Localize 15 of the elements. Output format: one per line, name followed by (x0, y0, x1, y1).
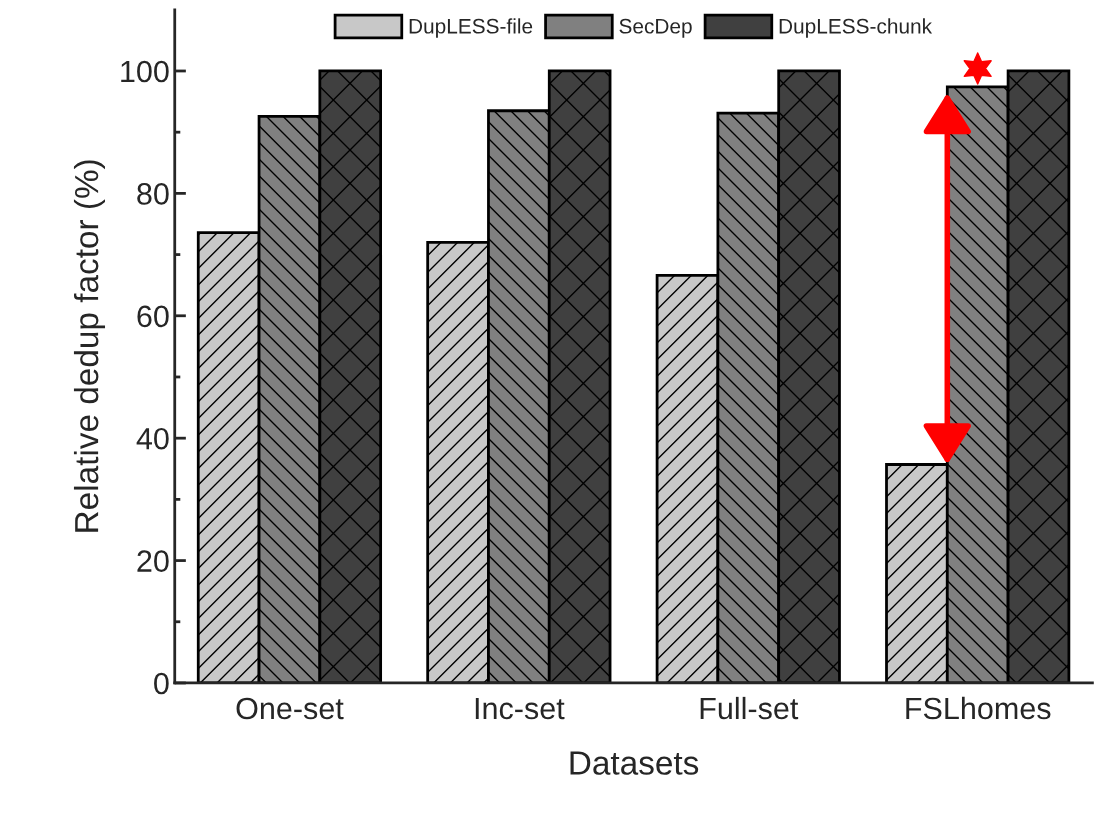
x-axis-title: Datasets (570, 751, 699, 775)
y-tick-label: 80 (137, 183, 169, 205)
y-tick-label: 40 (136, 427, 169, 450)
legend-label: DupLESS-file (409, 18, 533, 38)
x-tick-label: Full-set (700, 696, 799, 720)
y-tick-label: 60 (137, 305, 169, 328)
x-tick-label: One-set (236, 697, 344, 720)
y-axis-title: Relative dedup factor (%) (73, 160, 106, 532)
y-tick-label: 100 (121, 60, 169, 83)
x-tick-label: Inc-set (475, 697, 565, 720)
x-tick-label: FSLhomes (906, 696, 1051, 720)
y-tick-label: 20 (137, 550, 169, 572)
y-tick-label: 0 (154, 672, 169, 695)
legend-label: SecDep (619, 18, 692, 38)
legend-label: DupLESS-chunk (779, 18, 933, 38)
